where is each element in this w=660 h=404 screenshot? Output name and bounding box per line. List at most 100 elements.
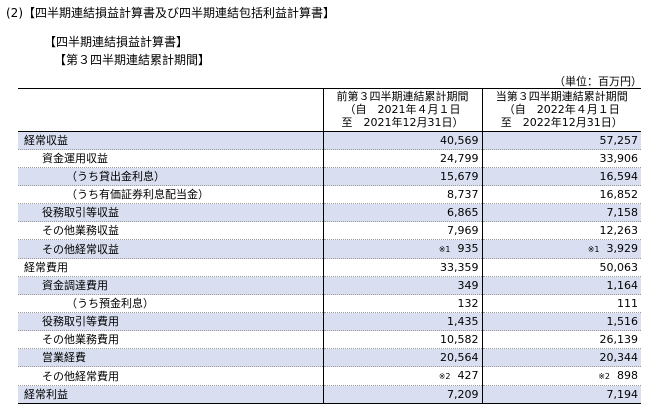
row-label: 役務取引等費用 [18,312,323,331]
row-label: その他経常収益 [18,239,323,259]
amount: 427 [457,369,479,382]
amount: 24,799 [440,152,479,165]
section-heading: (2)【四半期連結損益計算書及び四半期連結包括利益計算書】 [6,6,336,20]
header-curr-line2: （自 2022年４月１日 [503,103,620,116]
amount: 15,679 [440,170,479,183]
value-wrapper: 16,852 [487,186,639,203]
row-value-prev: 7,969 [322,221,482,240]
amount: 8,737 [447,188,479,201]
row-value-curr: 1,516 [481,312,641,331]
table-row: 役務取引等費用 1,435 1,516 [18,312,641,331]
table-body: 経常収益 40,569 57,257 資金運用収益 24,799 33,906 （うち貸出金… [18,131,641,404]
value-wrapper: 6,865 [328,204,479,221]
value-wrapper: 26,139 [487,331,639,348]
value-wrapper: ※1 935 [328,240,479,258]
amount: 10,582 [440,333,479,346]
footnote-marker: ※1 [438,245,451,254]
row-label: （うち預金利息） [18,294,323,313]
row-value-curr: ※2 898 [481,366,641,386]
header-prev-line1: 前第３四半期連結累計期間 [336,90,469,103]
table-row: 営業経費 20,564 20,344 [18,348,641,367]
table-row: （うち貸出金利息） 15,679 16,594 [18,167,641,186]
header-prev-period: 前第３四半期連結累計期間 （自 2021年４月１日 至 2021年12月31日） [322,88,482,132]
row-value-prev: 6,865 [322,203,482,222]
unit-label: （単位：百万円） [554,75,642,88]
row-value-prev: 15,679 [322,167,482,186]
row-value-curr: 57,257 [481,131,641,150]
row-value-prev: 40,569 [322,131,482,150]
row-value-curr: ※1 3,929 [481,239,641,259]
row-value-curr: 111 [481,294,641,313]
income-statement-table: 前第３四半期連結累計期間 （自 2021年４月１日 至 2021年12月31日）… [18,88,641,404]
row-label: 経常収益 [18,131,323,150]
amount: 1,435 [447,315,479,328]
table-row: 経常収益 40,569 57,257 [18,131,641,150]
amount: 57,257 [599,134,639,147]
amount: 16,852 [599,188,639,201]
header-prev-line2: （自 2021年４月１日 [344,103,461,116]
value-wrapper: 1,435 [328,313,479,330]
value-wrapper: 7,209 [328,386,479,403]
row-value-curr: 12,263 [481,221,641,240]
row-label: 営業経費 [18,348,323,367]
value-wrapper: 8,737 [328,186,479,203]
amount: 33,906 [599,152,639,165]
value-wrapper: 24,799 [328,150,479,167]
header-curr-line3: 至 2022年12月31日） [500,116,623,129]
row-value-prev: ※1 935 [322,239,482,259]
amount: 16,594 [599,170,639,183]
amount: 7,158 [606,206,639,219]
row-value-prev: 7,209 [322,385,482,404]
value-wrapper: 132 [328,295,479,312]
value-wrapper: 1,516 [487,313,639,330]
value-wrapper: 1,164 [487,277,639,294]
value-wrapper: 7,969 [328,222,479,239]
table-row: 経常費用 33,359 50,063 [18,258,641,277]
value-wrapper: ※2 427 [328,367,479,385]
footnote-marker: ※2 [598,372,610,381]
footnote-marker: ※2 [438,372,451,381]
row-value-curr: 33,906 [481,149,641,168]
amount: 6,865 [447,206,479,219]
row-value-curr: 1,164 [481,276,641,295]
row-value-curr: 16,852 [481,185,641,204]
value-wrapper: 33,359 [328,259,479,276]
table-row: （うち有価証券利息配当金） 8,737 16,852 [18,185,641,204]
value-wrapper: 16,594 [487,168,639,185]
row-label: 資金運用収益 [18,149,323,168]
header-label-cell [18,88,323,132]
table-header: 前第３四半期連結累計期間 （自 2021年４月１日 至 2021年12月31日）… [18,88,641,132]
row-value-prev: 132 [322,294,482,313]
row-value-prev: ※2 427 [322,366,482,386]
row-label: 役務取引等収益 [18,203,323,222]
row-label: その他業務収益 [18,221,323,240]
row-label: （うち有価証券利息配当金） [18,185,323,204]
row-label: 経常費用 [18,258,323,277]
header-curr-period: 当第３四半期連結累計期間 （自 2022年４月１日 至 2022年12月31日） [481,88,641,132]
table-row: その他業務収益 7,969 12,263 [18,221,641,240]
value-wrapper: 7,158 [487,204,639,221]
amount: 1,516 [606,315,639,328]
row-label: 経常利益 [18,385,323,404]
table-row: 資金運用収益 24,799 33,906 [18,149,641,168]
amount: 26,139 [599,333,639,346]
table-row: その他業務費用 10,582 26,139 [18,330,641,349]
row-value-prev: 20,564 [322,348,482,367]
table-row: （うち預金利息） 132 111 [18,294,641,313]
amount: 1,164 [606,279,639,292]
value-wrapper: 10,582 [328,331,479,348]
value-wrapper: 33,906 [487,150,639,167]
row-value-prev: 1,435 [322,312,482,331]
amount: 33,359 [440,261,479,274]
row-label: （うち貸出金利息） [18,167,323,186]
value-wrapper: 20,344 [487,349,639,366]
row-value-prev: 8,737 [322,185,482,204]
value-wrapper: 15,679 [328,168,479,185]
row-value-prev: 349 [322,276,482,295]
table-row: その他経常収益 ※1 935 ※1 3,929 [18,239,641,259]
period-heading: 【第３四半期連結累計期間】 [54,53,211,67]
row-label: その他業務費用 [18,330,323,349]
header-curr-line1: 当第３四半期連結累計期間 [495,90,628,103]
amount: 898 [617,369,638,382]
row-value-prev: 24,799 [322,149,482,168]
